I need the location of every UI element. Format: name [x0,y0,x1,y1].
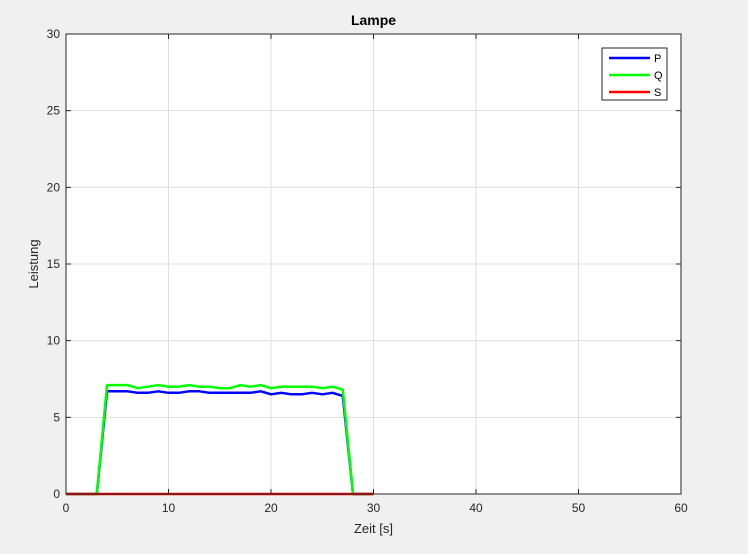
y-tick-label: 25 [47,104,61,118]
x-tick-label: 10 [162,501,176,515]
y-tick-label: 15 [47,257,61,271]
x-tick-label: 0 [63,501,70,515]
y-tick-label: 10 [47,334,61,348]
x-tick-label: 40 [469,501,483,515]
legend[interactable]: PQS [601,47,668,101]
x-axis-label: Zeit [s] [354,521,393,536]
series-line-Q [66,383,374,496]
x-tick-label: 20 [264,501,278,515]
x-tick-label: 30 [367,501,381,515]
legend-label-S: S [654,87,661,99]
y-tick-label: 0 [53,487,60,501]
legend-items: PQS [609,53,663,99]
x-tick-label: 60 [674,501,688,515]
y-axis-label: Leistung [26,239,41,288]
legend-label-P: P [654,53,661,65]
y-tick-label: 20 [47,180,61,194]
y-tick-label: 5 [53,410,60,424]
x-tick-label: 50 [572,501,586,515]
legend-label-Q: Q [654,70,663,82]
chart-title: Lampe [351,12,396,28]
y-tick-label: 30 [47,27,61,41]
ticks: 0 10 20 30 40 50 60 0 5 10 15 20 25 30 [47,27,688,515]
series-line-P [66,390,374,496]
